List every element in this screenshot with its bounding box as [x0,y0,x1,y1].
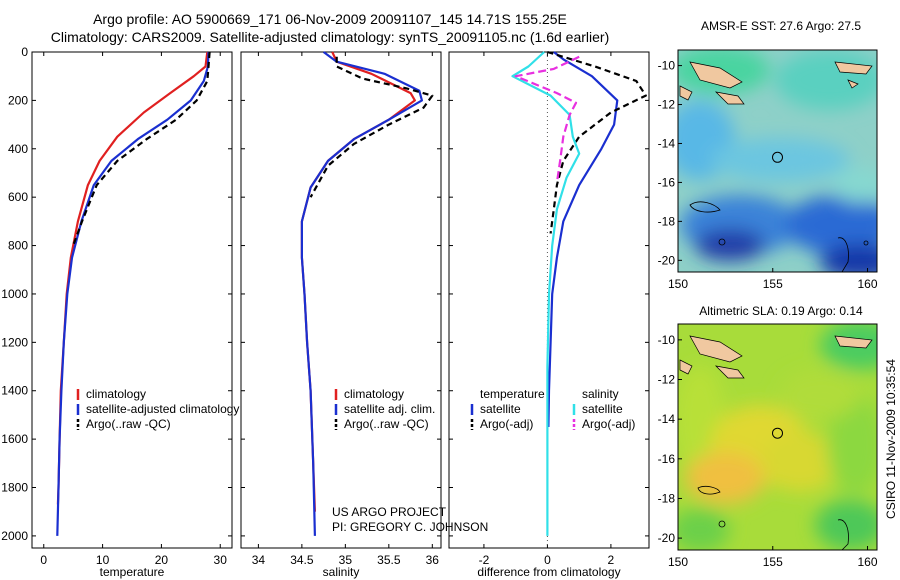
map-y-tick-label: -20 [658,531,676,545]
x-tick-label: 10 [96,553,110,567]
difference-profile-legend: temperature salinitysatelliteArgo(-adj)sa… [470,387,635,431]
temperature-profile: 0 200 400 600 800 1000 1200 1400 1600 1800 2000 0 10… [1,45,239,579]
sst-map: AMSR-E SST: 27.6 Argo: 27.5 [658,19,878,291]
x-tick-label: 34 [252,553,266,567]
y-tick-label: 400 [8,142,28,156]
y-tick-label: 1000 [1,287,28,301]
temperature-profile-series-group [56,51,211,536]
x-tick-label: 35 [339,553,353,567]
y-tick-label: 2000 [1,529,28,543]
legend-label: climatology [344,387,404,401]
map-y-tick-label: -14 [658,412,676,426]
x-tick-label: 20 [155,553,169,567]
map-x-tick-label: 150 [668,277,688,291]
y-tick-label: 800 [8,239,28,253]
sla-map-title: Altimetric SLA: 0.19 Argo: 0.14 [699,304,863,318]
legend-heading: salinity [582,387,619,401]
salinity-profile: 34 34.5 35 35.5 36 salinity climatologysatelli… [240,51,442,579]
x-tick-label: 30 [214,553,228,567]
x-tick-label: -2 [479,553,490,567]
figure-title-line2: Climatology: CARS2009. Satellite-adjuste… [51,29,609,45]
map-x-tick-label: 160 [858,555,878,569]
y-tick-label: 600 [8,190,28,204]
difference-profile-series-group [511,50,647,536]
x-tick-label: 0 [40,553,47,567]
y-tick-label: 0 [21,45,28,59]
series-line-salinity-satellite [511,51,581,536]
x-axis-label: difference from climatology [477,565,620,579]
project-label: US ARGO PROJECT [332,505,447,519]
timestamp-label: CSIRO 11-Nov-2009 10:35:54 [884,359,898,519]
map-x-tick-label: 155 [763,555,783,569]
series-line-argo-raw-qc- [309,56,434,198]
map-y-tick-label: -18 [658,214,676,228]
legend-label: Argo(-adj) [582,417,635,431]
x-axis-label: salinity [323,565,360,579]
salinity-profile-series-group [300,51,434,536]
map-x-tick-label: 160 [858,277,878,291]
series-line-argo-raw-qc- [72,51,211,246]
series-line-temperature-satellite [547,51,619,428]
x-tick-label: 2 [608,553,615,567]
y-tick-label: 1800 [1,481,28,495]
legend-label: Argo(..raw -QC) [86,417,171,431]
map-y-tick-label: -10 [658,333,676,347]
map-y-tick-label: -14 [658,136,676,150]
series-line-temperature-argo-adj- [547,50,647,234]
legend-heading: temperature [480,387,545,401]
map-x-tick-label: 150 [668,555,688,569]
legend-label: satellite [582,402,623,416]
y-tick-label: 1400 [1,384,28,398]
x-tick-label: 35.5 [377,553,401,567]
temperature-profile-frame [31,51,233,549]
series-line-satellite-adj-clim- [300,51,423,536]
map-y-tick-label: -20 [658,253,676,267]
x-axis-label: temperature [100,565,165,579]
legend-label: Argo(..raw -QC) [344,417,429,431]
x-tick-label: 34.5 [290,553,314,567]
y-tick-label: 200 [8,93,28,107]
y-tick-label: 1600 [1,432,28,446]
map-y-tick-label: -16 [658,452,676,466]
map-y-tick-label: -12 [658,373,676,387]
pi-label: PI: GREGORY C. JOHNSON [332,520,488,534]
legend-label: satellite-adjusted climatology [86,402,239,416]
legend-label: satellite adj. clim. [344,402,435,416]
sst-float-marker [772,151,783,163]
legend-label: satellite [480,402,521,416]
salinity-profile-frame [240,51,442,549]
legend-label: Argo(-adj) [480,417,533,431]
map-x-tick-label: 155 [763,277,783,291]
y-tick-label: 1200 [1,335,28,349]
legend-label: climatology [86,387,146,401]
map-y-tick-label: -16 [658,175,676,189]
map-y-tick-label: -18 [658,491,676,505]
figure-title-line1: Argo profile: AO 5900669_171 06-Nov-2009… [93,11,567,27]
sla-float-marker [772,427,783,439]
series-line-salinity-argo-adj- [514,55,580,183]
sla-map: Altimetric SLA: 0.19 Argo: 0.14 [658,304,878,569]
sst-map-title: AMSR-E SST: 27.6 Argo: 27.5 [701,19,861,33]
map-y-tick-label: -10 [658,59,676,73]
x-tick-label: 0 [544,553,551,567]
map-y-tick-label: -12 [658,98,676,112]
x-tick-label: 36 [426,553,440,567]
